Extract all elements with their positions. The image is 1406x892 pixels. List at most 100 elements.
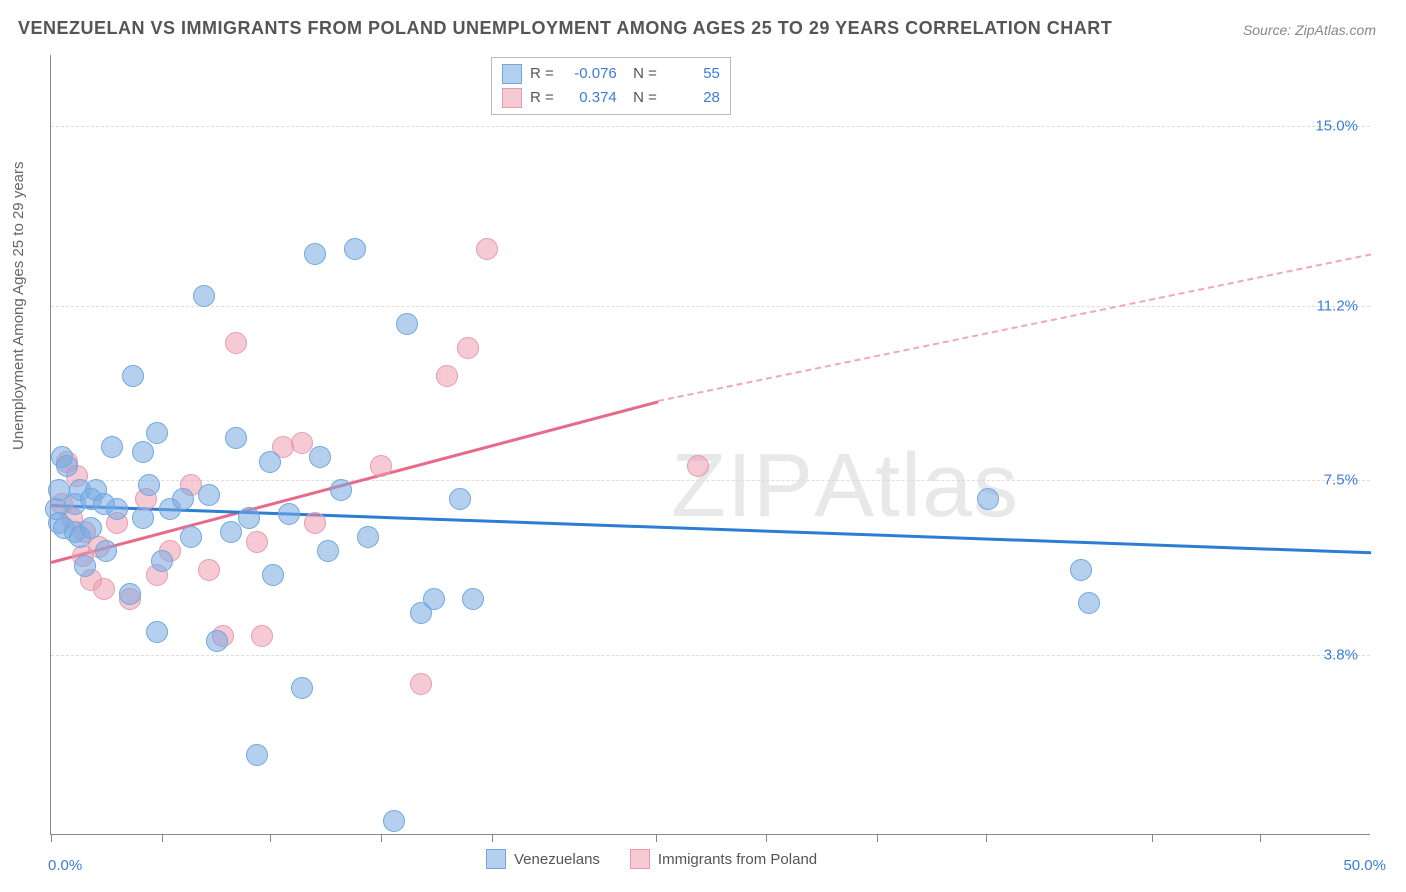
- data-point: [119, 583, 141, 605]
- data-point: [93, 578, 115, 600]
- trend-line: [658, 254, 1371, 403]
- x-tick: [51, 834, 52, 842]
- chart-title: VENEZUELAN VS IMMIGRANTS FROM POLAND UNE…: [18, 18, 1112, 39]
- swatch-icon: [502, 88, 522, 108]
- y-tick-label: 3.8%: [1324, 647, 1358, 664]
- data-point: [101, 436, 123, 458]
- data-point: [317, 540, 339, 562]
- swatch-icon: [630, 849, 650, 869]
- x-axis-max-label: 50.0%: [1343, 857, 1386, 874]
- y-axis-label: Unemployment Among Ages 25 to 29 years: [10, 161, 27, 450]
- x-tick: [381, 834, 382, 842]
- x-tick: [877, 834, 878, 842]
- data-point: [1078, 592, 1100, 614]
- x-tick: [766, 834, 767, 842]
- stat-value: 0.374: [562, 86, 617, 110]
- stat-label: R =: [530, 86, 554, 110]
- data-point: [132, 441, 154, 463]
- data-point: [198, 484, 220, 506]
- data-point: [304, 243, 326, 265]
- data-point: [238, 507, 260, 529]
- data-point: [462, 588, 484, 610]
- swatch-icon: [486, 849, 506, 869]
- data-point: [291, 432, 313, 454]
- data-point: [56, 455, 78, 477]
- data-point: [172, 488, 194, 510]
- stat-label: N =: [625, 86, 657, 110]
- y-tick-label: 15.0%: [1315, 117, 1358, 134]
- watermark: ZIPAtlas: [671, 435, 1019, 538]
- correlation-stats-box: R = -0.076 N = 55 R = 0.374 N = 28: [491, 57, 731, 115]
- data-point: [423, 588, 445, 610]
- data-point: [138, 474, 160, 496]
- gridline: [51, 480, 1370, 481]
- x-tick: [492, 834, 493, 842]
- data-point: [259, 451, 281, 473]
- data-point: [449, 488, 471, 510]
- data-point: [436, 365, 458, 387]
- data-point: [251, 625, 273, 647]
- x-tick: [986, 834, 987, 842]
- data-point: [95, 540, 117, 562]
- data-point: [396, 313, 418, 335]
- legend-item: Venezuelans: [486, 849, 600, 869]
- y-tick-label: 11.2%: [1317, 297, 1358, 314]
- data-point: [198, 559, 220, 581]
- stat-value: -0.076: [562, 62, 617, 86]
- legend-item: Immigrants from Poland: [630, 849, 817, 869]
- data-point: [291, 677, 313, 699]
- data-point: [262, 564, 284, 586]
- data-point: [304, 512, 326, 534]
- data-point: [132, 507, 154, 529]
- data-point: [193, 285, 215, 307]
- data-point: [220, 521, 242, 543]
- stats-row: R = 0.374 N = 28: [502, 86, 720, 110]
- data-point: [225, 427, 247, 449]
- data-point: [146, 621, 168, 643]
- data-point: [687, 455, 709, 477]
- data-point: [383, 810, 405, 832]
- x-tick: [656, 834, 657, 842]
- legend-label: Venezuelans: [514, 851, 600, 868]
- data-point: [410, 673, 432, 695]
- data-point: [278, 503, 300, 525]
- data-point: [146, 422, 168, 444]
- watermark-left: ZIP: [671, 436, 814, 536]
- data-point: [106, 498, 128, 520]
- data-point: [246, 531, 268, 553]
- stats-row: R = -0.076 N = 55: [502, 62, 720, 86]
- bottom-legend: Venezuelans Immigrants from Poland: [486, 849, 817, 869]
- data-point: [74, 555, 96, 577]
- x-tick: [1152, 834, 1153, 842]
- gridline: [51, 126, 1370, 127]
- data-point: [180, 526, 202, 548]
- data-point: [370, 455, 392, 477]
- stat-label: N =: [625, 62, 657, 86]
- data-point: [457, 337, 479, 359]
- y-tick-label: 7.5%: [1324, 472, 1358, 489]
- data-point: [246, 744, 268, 766]
- data-point: [309, 446, 331, 468]
- data-point: [977, 488, 999, 510]
- x-axis-min-label: 0.0%: [48, 857, 82, 874]
- source-attribution: Source: ZipAtlas.com: [1243, 22, 1376, 38]
- gridline: [51, 655, 1370, 656]
- data-point: [1070, 559, 1092, 581]
- data-point: [357, 526, 379, 548]
- data-point: [225, 332, 247, 354]
- plot-area: ZIPAtlas R = -0.076 N = 55 R = 0.374 N =…: [50, 55, 1370, 835]
- swatch-icon: [502, 64, 522, 84]
- data-point: [330, 479, 352, 501]
- x-tick: [1260, 834, 1261, 842]
- gridline: [51, 306, 1370, 307]
- data-point: [344, 238, 366, 260]
- stat-value: 55: [665, 62, 720, 86]
- data-point: [151, 550, 173, 572]
- data-point: [80, 517, 102, 539]
- stat-value: 28: [665, 86, 720, 110]
- x-tick: [162, 834, 163, 842]
- stat-label: R =: [530, 62, 554, 86]
- legend-label: Immigrants from Poland: [658, 851, 817, 868]
- x-tick: [270, 834, 271, 842]
- data-point: [206, 630, 228, 652]
